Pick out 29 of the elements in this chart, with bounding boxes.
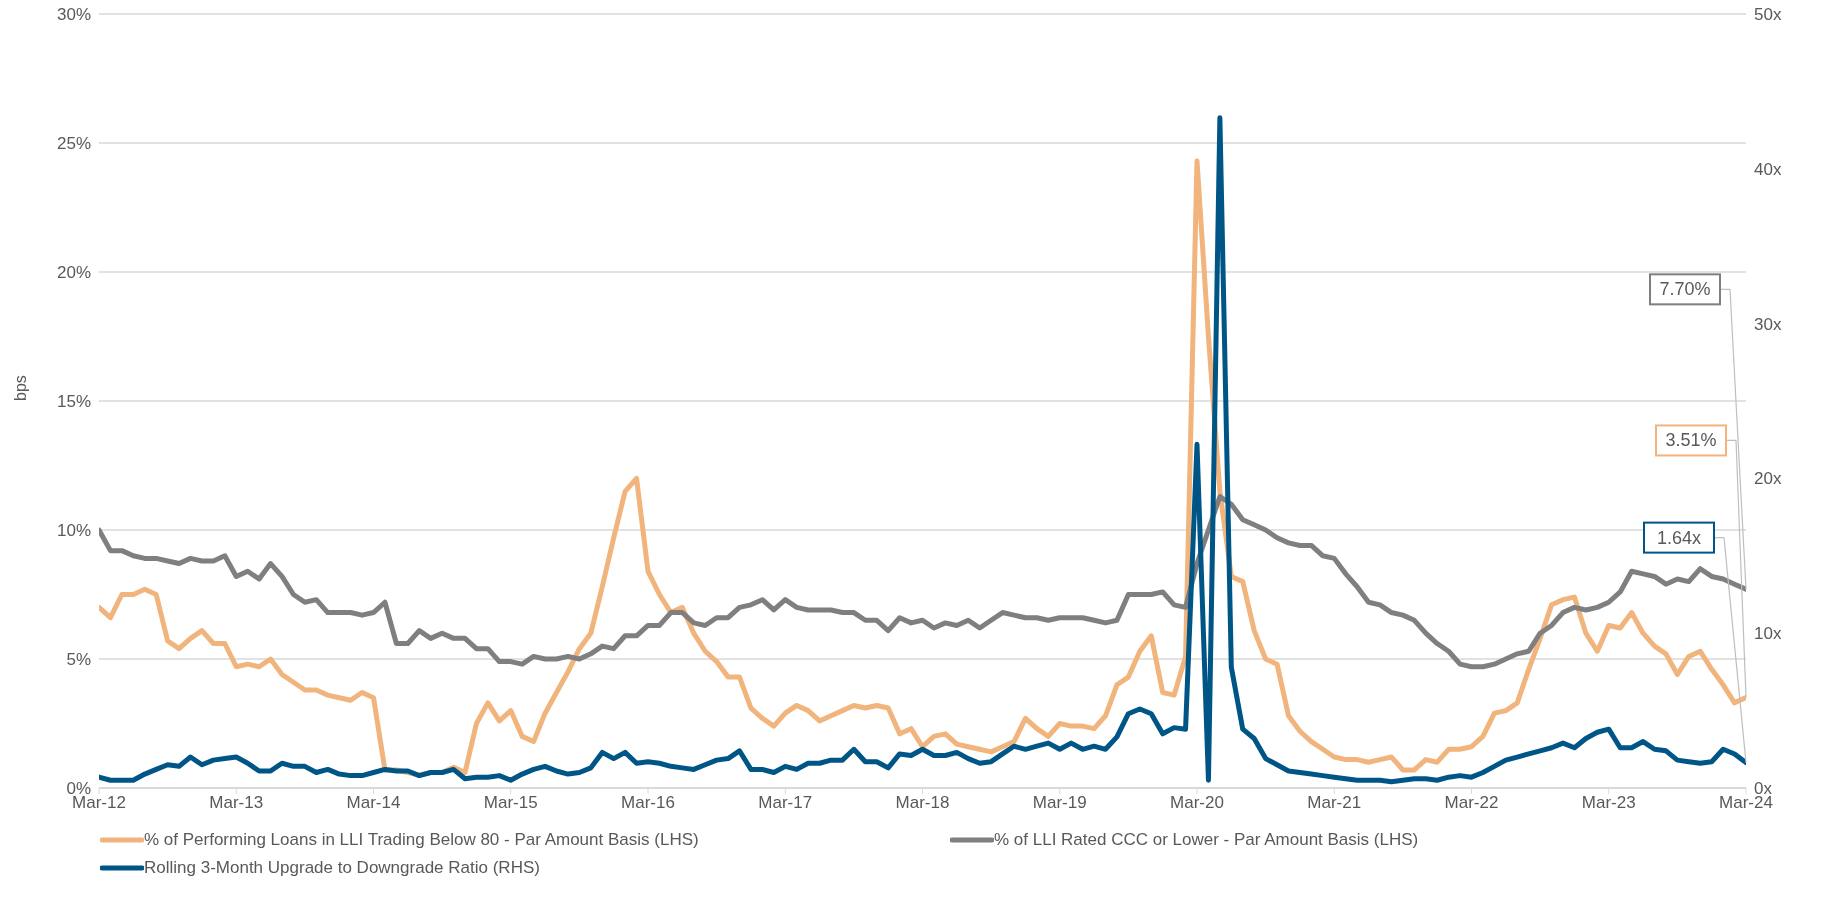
legend-label: % of LLI Rated CCC or Lower - Par Amount Basis (LHS) <box>994 830 1419 850</box>
y2-tick-label: 10x <box>1754 624 1782 644</box>
x-tick-label: Mar-14 <box>346 793 401 813</box>
x-tick-label: Mar-21 <box>1307 793 1362 813</box>
legend-label: Rolling 3-Month Upgrade to Downgrade Ratio (RHS) <box>144 858 540 878</box>
y-tick-label: 30% <box>56 5 91 25</box>
y-tick-label: 25% <box>56 134 91 154</box>
x-tick-label: Mar-22 <box>1444 793 1499 813</box>
data-label: 7.70% <box>1659 279 1711 300</box>
y-tick-label: 15% <box>56 392 91 412</box>
x-tick-label: Mar-19 <box>1032 793 1087 813</box>
data-label: 1.64x <box>1656 527 1702 548</box>
y2-tick-label: 30x <box>1754 314 1782 334</box>
legend-label: % of Performing Loans in LLI Trading Below 80 - Par Amount Basis (LHS) <box>144 830 699 850</box>
y-tick-label: 20% <box>56 263 91 283</box>
y2-tick-label: 40x <box>1754 159 1782 179</box>
x-tick-label: Mar-23 <box>1581 793 1636 813</box>
x-tick-label: Mar-16 <box>621 793 675 813</box>
x-tick-label: Mar-18 <box>895 793 950 813</box>
x-tick-label: Mar-13 <box>209 793 264 813</box>
x-tick-label: Mar-17 <box>758 793 813 813</box>
y2-tick-label: 20x <box>1754 469 1782 489</box>
x-tick-label: Mar-15 <box>483 793 538 813</box>
y-tick-label: 10% <box>56 521 91 541</box>
x-tick-label: Mar-20 <box>1170 793 1224 813</box>
y-tick-label: 5% <box>66 650 91 670</box>
data-label: 3.51% <box>1665 430 1717 451</box>
y2-tick-label: 50x <box>1754 5 1782 25</box>
y-axis-title: bps <box>11 375 29 401</box>
